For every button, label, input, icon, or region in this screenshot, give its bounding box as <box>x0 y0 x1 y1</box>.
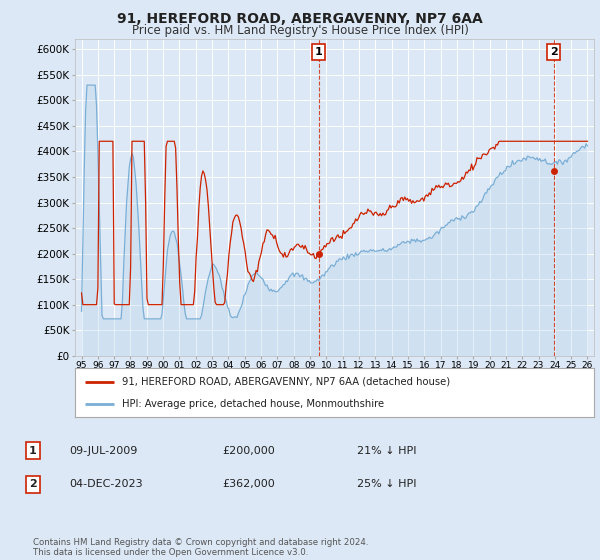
Text: 25% ↓ HPI: 25% ↓ HPI <box>357 479 416 489</box>
Text: £200,000: £200,000 <box>222 446 275 456</box>
Text: 21% ↓ HPI: 21% ↓ HPI <box>357 446 416 456</box>
Text: 1: 1 <box>29 446 37 456</box>
Text: £362,000: £362,000 <box>222 479 275 489</box>
Text: 1: 1 <box>314 47 322 57</box>
Text: 2: 2 <box>29 479 37 489</box>
Text: 09-JUL-2009: 09-JUL-2009 <box>69 446 137 456</box>
Text: 91, HEREFORD ROAD, ABERGAVENNY, NP7 6AA: 91, HEREFORD ROAD, ABERGAVENNY, NP7 6AA <box>117 12 483 26</box>
Text: HPI: Average price, detached house, Monmouthshire: HPI: Average price, detached house, Monm… <box>122 399 384 409</box>
Text: Price paid vs. HM Land Registry's House Price Index (HPI): Price paid vs. HM Land Registry's House … <box>131 24 469 36</box>
Text: 04-DEC-2023: 04-DEC-2023 <box>69 479 143 489</box>
Text: 91, HEREFORD ROAD, ABERGAVENNY, NP7 6AA (detached house): 91, HEREFORD ROAD, ABERGAVENNY, NP7 6AA … <box>122 377 450 387</box>
Text: Contains HM Land Registry data © Crown copyright and database right 2024.
This d: Contains HM Land Registry data © Crown c… <box>33 538 368 557</box>
Text: 2: 2 <box>550 47 557 57</box>
